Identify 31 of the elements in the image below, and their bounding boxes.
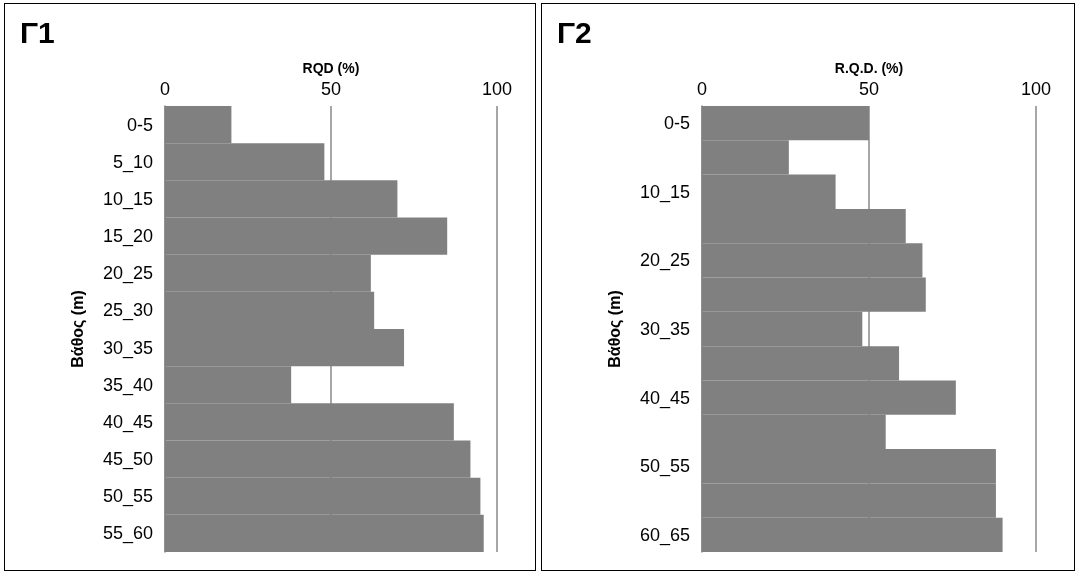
y-tick-label: 40_45: [102, 411, 153, 433]
x-tick-label: 50: [320, 79, 342, 99]
y-tick-label: 5_10: [112, 151, 153, 173]
y-tick-label: 10_15: [102, 188, 153, 210]
y-tick-label: 50_55: [639, 456, 690, 478]
x-axis-title: R.Q.D. (%): [834, 60, 904, 77]
x-tick-label: 0: [159, 79, 171, 99]
x-axis-title: RQD (%): [302, 60, 360, 77]
y-tick-label: 25_30: [102, 300, 153, 322]
y-tick-label: 20_25: [639, 250, 690, 272]
x-tick-label: 50: [858, 79, 880, 99]
y-tick-label: 50_55: [102, 486, 153, 508]
y-tick-label: 45_50: [102, 449, 153, 471]
y-tick-label: 30_35: [639, 319, 690, 340]
chart-title: Γ1: [20, 15, 55, 49]
y-tick-label: 55_60: [102, 523, 153, 545]
y-axis-title: Βάθος (m): [68, 290, 87, 368]
y-tick-label: 15_20: [102, 226, 153, 248]
y-tick-label: 30_35: [102, 337, 153, 359]
y-tick-label: 20_25: [102, 263, 153, 285]
y-tick-label: 35_40: [102, 374, 153, 396]
y-tick-label: 0-5: [663, 113, 690, 134]
x-tick-label: 0: [696, 79, 708, 99]
chart-title: Γ2: [557, 15, 592, 49]
y-tick-label: 10_15: [639, 181, 690, 203]
x-tick-label: 100: [481, 79, 513, 99]
y-tick-label: 0-5: [126, 114, 153, 135]
y-tick-label: 60_65: [639, 524, 690, 546]
y-axis-title: Βάθος (m): [605, 290, 624, 368]
y-tick-label: 40_45: [639, 387, 690, 409]
x-tick-label: 100: [1020, 79, 1052, 99]
